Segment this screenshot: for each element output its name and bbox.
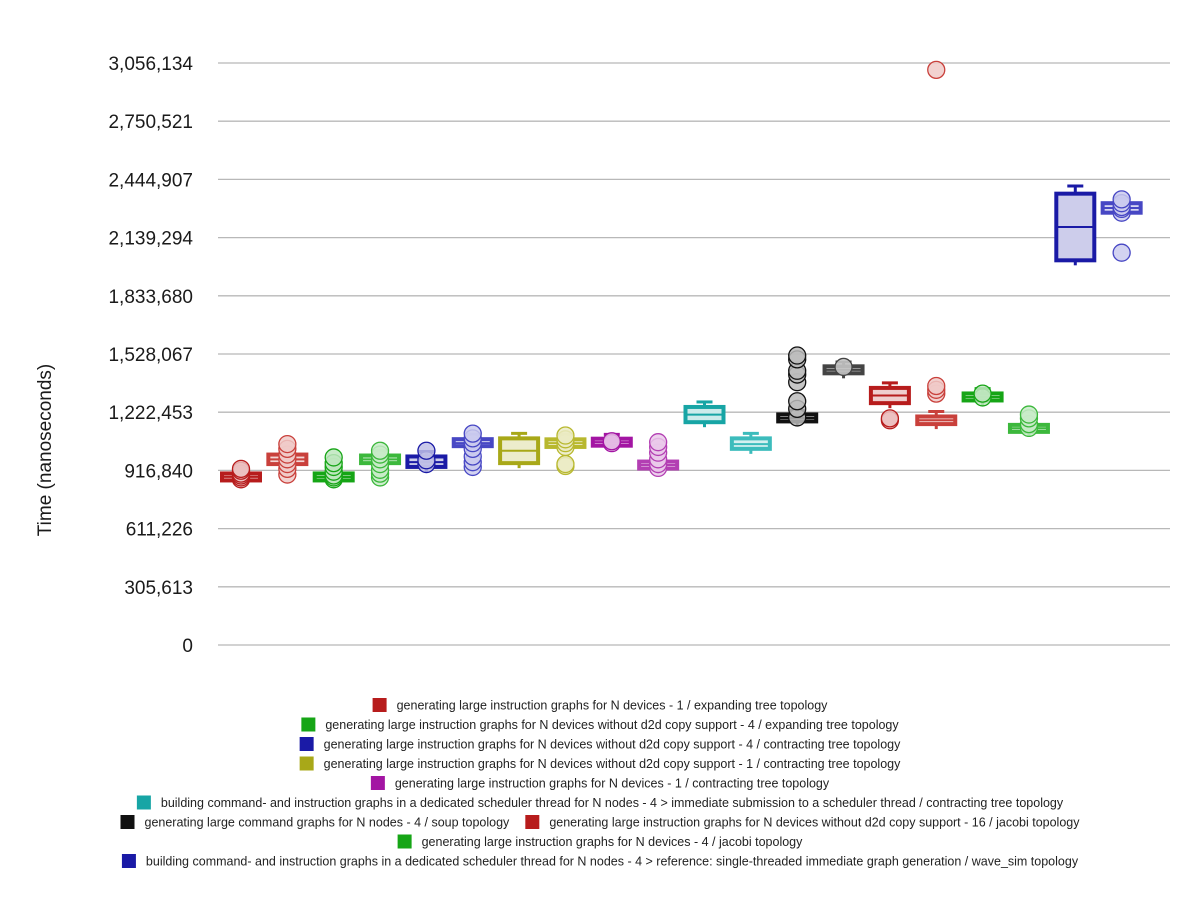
- grid-lines: [218, 62, 1170, 646]
- legend-label: generating large instruction graphs for …: [324, 738, 901, 752]
- legend-swatch: [397, 834, 412, 849]
- y-tick-label: 611,226: [126, 520, 193, 541]
- data-point: [927, 376, 946, 396]
- series-box: [312, 448, 355, 489]
- y-axis-ticks: 0 305,613 611,226 916,840 1,222,453 1,528,067…: [108, 54, 193, 657]
- data-point: [788, 392, 807, 411]
- data-point: [927, 60, 946, 80]
- data-point: [834, 357, 853, 377]
- series-box: [544, 426, 587, 476]
- legend-label: generating large instruction graphs for …: [397, 699, 829, 713]
- legend-swatch: [120, 815, 135, 829]
- y-tick-label: 2,444,907: [108, 170, 193, 191]
- y-tick-label: 305,613: [124, 578, 193, 599]
- legend-item: generating large instruction graphs for …: [525, 815, 1080, 830]
- series-box: [1007, 405, 1050, 438]
- legend-swatch: [121, 854, 136, 868]
- legend-swatch: [525, 815, 540, 829]
- legend-item: building command- and instruction graphs…: [136, 795, 1064, 810]
- series-box: [1100, 190, 1143, 262]
- data-point: [556, 454, 575, 474]
- series-box: [683, 400, 726, 428]
- data-point: [1019, 405, 1039, 424]
- y-tick-label: 2,750,521: [108, 112, 193, 133]
- series-box: [405, 441, 448, 474]
- series-box: [590, 432, 633, 453]
- data-point: [973, 384, 992, 403]
- legend-item: generating large instruction graphs for …: [299, 756, 901, 771]
- legend-swatch: [299, 756, 314, 771]
- series-box: [266, 434, 309, 484]
- y-tick-label: 3,056,134: [108, 54, 193, 75]
- series-box: [822, 357, 865, 379]
- data-point: [417, 441, 436, 460]
- series-box: [915, 60, 958, 430]
- legend-label: generating large instruction graphs for …: [395, 777, 830, 791]
- series-box: [637, 433, 680, 478]
- data-point: [278, 434, 297, 454]
- y-tick-label: 0: [182, 636, 193, 657]
- data-point: [231, 459, 251, 478]
- data-point: [880, 409, 900, 428]
- y-tick-label: 916,840: [124, 461, 193, 482]
- legend-item: generating large instruction graphs for …: [372, 698, 829, 713]
- data-point: [788, 346, 807, 365]
- series-box: [729, 431, 772, 454]
- legend-label: generating large instruction graphs for …: [549, 816, 1080, 830]
- series-box: [1054, 184, 1097, 266]
- series-box: [498, 431, 541, 469]
- legend-item: generating large instruction graphs for …: [370, 776, 830, 791]
- series-box: [451, 424, 494, 477]
- legend-swatch: [299, 737, 314, 751]
- legend-label: generating large instruction graphs for …: [324, 757, 901, 771]
- legend-label: generating large instruction graphs for …: [422, 835, 804, 849]
- legend-item: building command- and instruction graphs…: [121, 854, 1079, 869]
- data-point: [324, 448, 343, 467]
- data-point: [370, 441, 390, 460]
- legend-item: generating large instruction graphs for …: [397, 834, 804, 849]
- legend-swatch: [370, 776, 385, 790]
- legend-swatch: [301, 717, 316, 732]
- data-point: [1112, 243, 1131, 262]
- legend: generating large instruction graphs for …: [120, 698, 1080, 869]
- legend-item: generating large command graphs for N no…: [120, 815, 511, 830]
- y-axis-label: Time (nanoseconds): [35, 364, 56, 536]
- legend-item: generating large instruction graphs for …: [299, 737, 901, 752]
- series-box: [961, 384, 1004, 407]
- legend-label: building command- and instruction graphs…: [161, 796, 1064, 810]
- box-series: [220, 60, 1143, 489]
- series-box: [868, 381, 911, 430]
- y-tick-label: 1,833,680: [108, 287, 193, 308]
- data-point: [602, 432, 621, 451]
- legend-label: building command- and instruction graphs…: [146, 855, 1079, 869]
- legend-label: generating large command graphs for N no…: [145, 816, 511, 830]
- y-tick-label: 2,139,294: [108, 229, 193, 250]
- legend-label: generating large instruction graphs for …: [325, 718, 899, 732]
- legend-swatch: [136, 795, 151, 810]
- y-tick-label: 1,222,453: [108, 403, 193, 424]
- data-point: [463, 424, 482, 443]
- legend-item: generating large instruction graphs for …: [301, 717, 899, 732]
- series-box: [776, 346, 819, 427]
- data-point: [649, 433, 668, 452]
- series-box: [220, 459, 262, 489]
- data-point: [1112, 190, 1131, 209]
- data-point: [556, 426, 575, 445]
- series-box: [359, 441, 402, 487]
- legend-swatch: [372, 698, 387, 712]
- y-tick-label: 1,528,067: [108, 345, 193, 366]
